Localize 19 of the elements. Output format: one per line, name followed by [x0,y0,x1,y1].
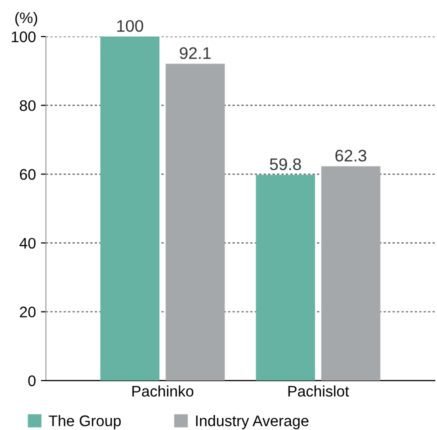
x-tick-label: Pachinko [132,385,194,397]
legend-label: The Group [48,415,121,430]
data-label: 59.8 [270,158,301,170]
y-tick-label: 100 [12,31,36,42]
y-tick-label: 20 [20,306,36,318]
bar [100,36,160,381]
bar [166,64,225,381]
y-tick-label: 40 [20,238,36,249]
y-tick-label: 60 [20,169,36,180]
data-label: 100 [117,20,144,32]
x-tick-label: Pachislot [288,385,350,397]
y-axis-title: (%) [15,12,38,26]
bar [256,174,316,381]
data-label: 62.3 [335,150,366,162]
bar [321,166,380,381]
y-tick-label: 0 [28,375,36,386]
data-label: 92.1 [180,47,211,60]
y-tick-label: 80 [20,100,36,112]
legend-label: Industry Average [196,415,308,430]
